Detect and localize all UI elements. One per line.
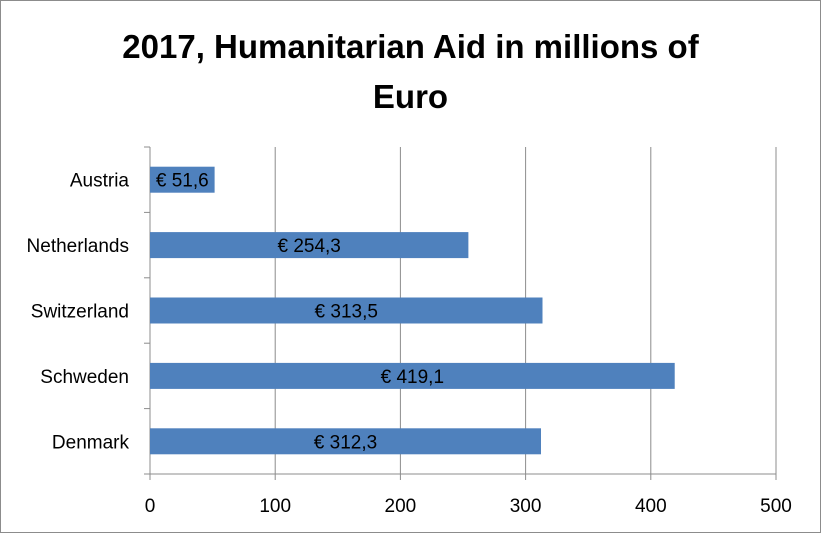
x-tick-label: 100	[259, 496, 291, 517]
chart-title: 2017, Humanitarian Aid in millions of Eu…	[0, 22, 821, 122]
chart-title-line-1: 2017, Humanitarian Aid in millions of	[122, 28, 699, 65]
x-tick-label: 300	[510, 496, 542, 517]
data-label: € 51,6	[156, 171, 209, 192]
x-tick-label: 400	[635, 496, 667, 517]
bar-denmark	[150, 428, 541, 455]
x-tick-label: 200	[385, 496, 417, 517]
bar-netherlands	[150, 232, 469, 259]
category-label: Netherlands	[27, 236, 129, 257]
bar-schweden	[150, 362, 675, 389]
category-label: Denmark	[52, 432, 130, 453]
bar-switzerland	[150, 297, 543, 324]
x-tick-label: 0	[145, 496, 156, 517]
data-label: € 313,5	[315, 302, 378, 323]
data-label: € 312,3	[314, 432, 377, 453]
category-label: Schweden	[40, 367, 129, 388]
data-label: € 419,1	[381, 367, 444, 388]
data-label: € 254,3	[277, 236, 340, 257]
bar-austria	[150, 166, 215, 193]
chart-title-line-2: Euro	[372, 78, 449, 115]
category-label: Austria	[70, 171, 130, 192]
category-label: Switzerland	[31, 302, 129, 323]
x-tick-label: 500	[760, 496, 792, 517]
